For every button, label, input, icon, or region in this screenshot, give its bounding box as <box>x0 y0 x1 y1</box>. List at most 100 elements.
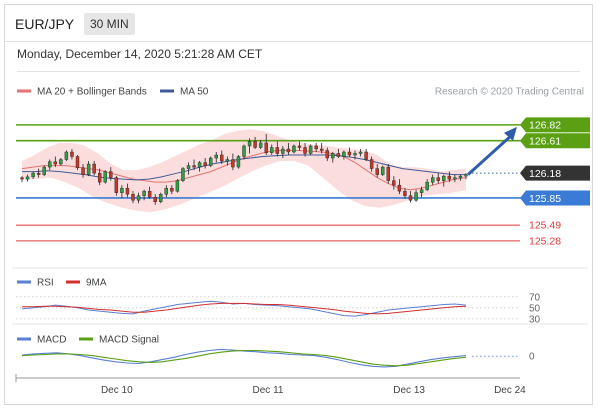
candle-body <box>114 177 119 193</box>
candle-body <box>70 151 74 157</box>
candle-body <box>197 162 202 168</box>
legend-label: MA 20 + Bollinger Bands <box>37 87 147 98</box>
candle-body <box>159 193 163 202</box>
candle-body <box>236 156 241 168</box>
legend-label: MA 50 <box>180 87 209 98</box>
candle-body <box>42 166 46 175</box>
candle-body <box>458 175 463 178</box>
candle-body <box>386 166 391 181</box>
candle-body <box>253 141 257 148</box>
candle-body <box>419 189 424 193</box>
candle-body <box>414 192 418 201</box>
candle-body <box>36 172 41 175</box>
candle-body <box>258 142 263 148</box>
candle-body <box>203 162 207 166</box>
candle-body <box>447 175 452 180</box>
candle-body <box>131 193 135 201</box>
candle-body <box>53 161 58 165</box>
candle-body <box>25 176 30 180</box>
candle-body <box>381 166 385 175</box>
rsi-series-9ma <box>22 302 467 315</box>
candle-body <box>86 163 91 175</box>
candle-body <box>59 159 63 165</box>
chart-widget: EUR/JPY 30 MIN Monday, December 14, 2020… <box>4 4 593 405</box>
candle-body <box>220 154 224 162</box>
level-label: 125.85 <box>529 193 561 205</box>
rsi-tick-label: 50 <box>529 303 541 314</box>
title-bar: EUR/JPY 30 MIN <box>5 5 592 42</box>
candle-body <box>297 145 302 148</box>
candle-body <box>308 145 313 154</box>
candle-body <box>214 154 218 159</box>
legend-label: MACD <box>37 335 66 346</box>
candle-body <box>358 151 363 154</box>
level-label: 125.28 <box>529 235 561 247</box>
candle-body <box>347 151 352 156</box>
candle-body <box>331 153 335 159</box>
candle-body <box>453 177 457 180</box>
candle-body <box>164 187 169 195</box>
candle-body <box>436 177 440 181</box>
candle-body <box>281 148 285 154</box>
level-tag-resistance <box>520 133 590 149</box>
candle-body <box>181 168 185 181</box>
timeframe-badge[interactable]: 30 MIN <box>84 13 135 35</box>
candle-body <box>48 161 52 168</box>
level-tag-support <box>520 190 590 206</box>
forecast-arrow-head <box>504 126 517 141</box>
level-tag-current <box>520 165 590 181</box>
candle-body <box>303 147 307 154</box>
level-label: 126.61 <box>529 135 561 147</box>
macd-series-macd-signal <box>21 349 467 367</box>
candle-body <box>20 177 24 180</box>
candle-body <box>109 171 113 178</box>
forecast-arrow-shaft <box>466 134 513 176</box>
candle-body <box>153 196 157 202</box>
rsi-tick-label: 70 <box>529 292 541 303</box>
legend-label: MACD Signal <box>99 335 159 346</box>
candle-body <box>136 195 141 201</box>
level-tag-resistance <box>520 117 590 133</box>
candle-body <box>270 147 274 153</box>
level-label: 125.49 <box>529 220 561 232</box>
candle-body <box>375 168 379 175</box>
candle-body <box>264 142 268 153</box>
candle-body <box>247 141 252 147</box>
candle-body <box>403 190 407 196</box>
candle-body <box>231 159 235 168</box>
candle-body <box>336 153 341 157</box>
candle-body <box>397 184 402 192</box>
watermark-text: Research © 2020 Trading Central <box>435 87 584 98</box>
legend-label: RSI <box>37 278 54 289</box>
candle-body <box>142 190 146 196</box>
candle-body <box>186 165 191 169</box>
level-label: 126.18 <box>529 168 561 180</box>
candle-body <box>275 147 280 154</box>
legend-label: 9MA <box>86 278 107 289</box>
candle-body <box>103 171 107 183</box>
candle-body <box>425 181 429 190</box>
candle-body <box>342 151 346 157</box>
candle-body <box>208 157 213 166</box>
candle-body <box>64 151 69 160</box>
candle-body <box>31 172 35 178</box>
candle-body <box>464 174 468 177</box>
candle-body <box>430 177 435 183</box>
candle-body <box>392 180 396 186</box>
candle-body <box>125 187 130 195</box>
candle-body <box>292 145 296 153</box>
macd-series-macd <box>21 348 467 368</box>
x-axis-label: Dec 11 <box>253 385 284 396</box>
candle-body <box>364 151 368 160</box>
candle-body <box>75 156 80 169</box>
candle-body <box>97 172 102 183</box>
candle-body <box>225 159 230 162</box>
candle-body <box>314 145 318 150</box>
rsi-tick-label: 30 <box>529 314 541 325</box>
candle-body <box>170 187 174 192</box>
candle-body <box>319 148 324 151</box>
candle-body <box>408 195 413 201</box>
candle-body <box>442 175 446 181</box>
x-axis-label: Dec 13 <box>393 385 425 396</box>
